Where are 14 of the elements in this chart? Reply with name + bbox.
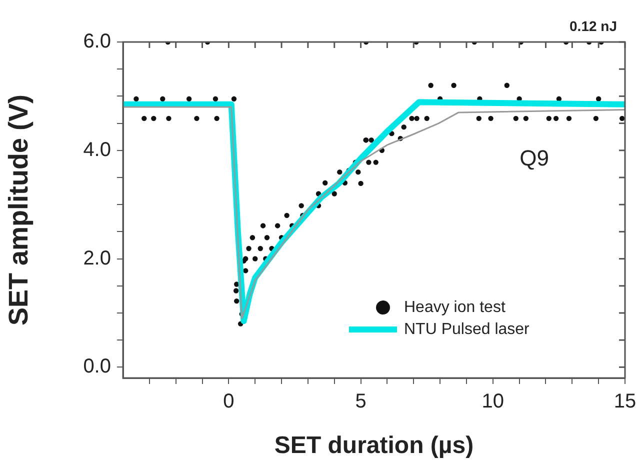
legend-label: NTU Pulsed laser bbox=[404, 320, 530, 338]
y-tick-label: 4.0 bbox=[83, 138, 111, 161]
y-tick-label: 0.0 bbox=[83, 356, 111, 378]
y-axis-title: SET amplitude (V) bbox=[4, 94, 34, 326]
text: 0.12 nJ bbox=[570, 18, 617, 34]
y-tick-label: 6.0 bbox=[83, 30, 111, 53]
y-tick-label: 2.0 bbox=[83, 247, 111, 270]
legend-label: Heavy ion test bbox=[404, 298, 506, 316]
x-tick-label: 0 bbox=[223, 390, 234, 413]
x-tick-label: 5 bbox=[355, 390, 366, 413]
x-tick-label: 15 bbox=[614, 390, 636, 413]
x-axis-title: SET duration (µs) bbox=[274, 432, 474, 460]
annotation: Q9 bbox=[520, 146, 549, 171]
x-tick-label: 10 bbox=[482, 390, 504, 413]
